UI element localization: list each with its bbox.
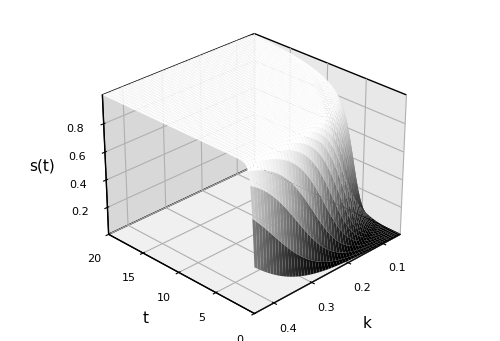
X-axis label: k: k [362, 316, 371, 331]
Y-axis label: t: t [143, 311, 149, 326]
